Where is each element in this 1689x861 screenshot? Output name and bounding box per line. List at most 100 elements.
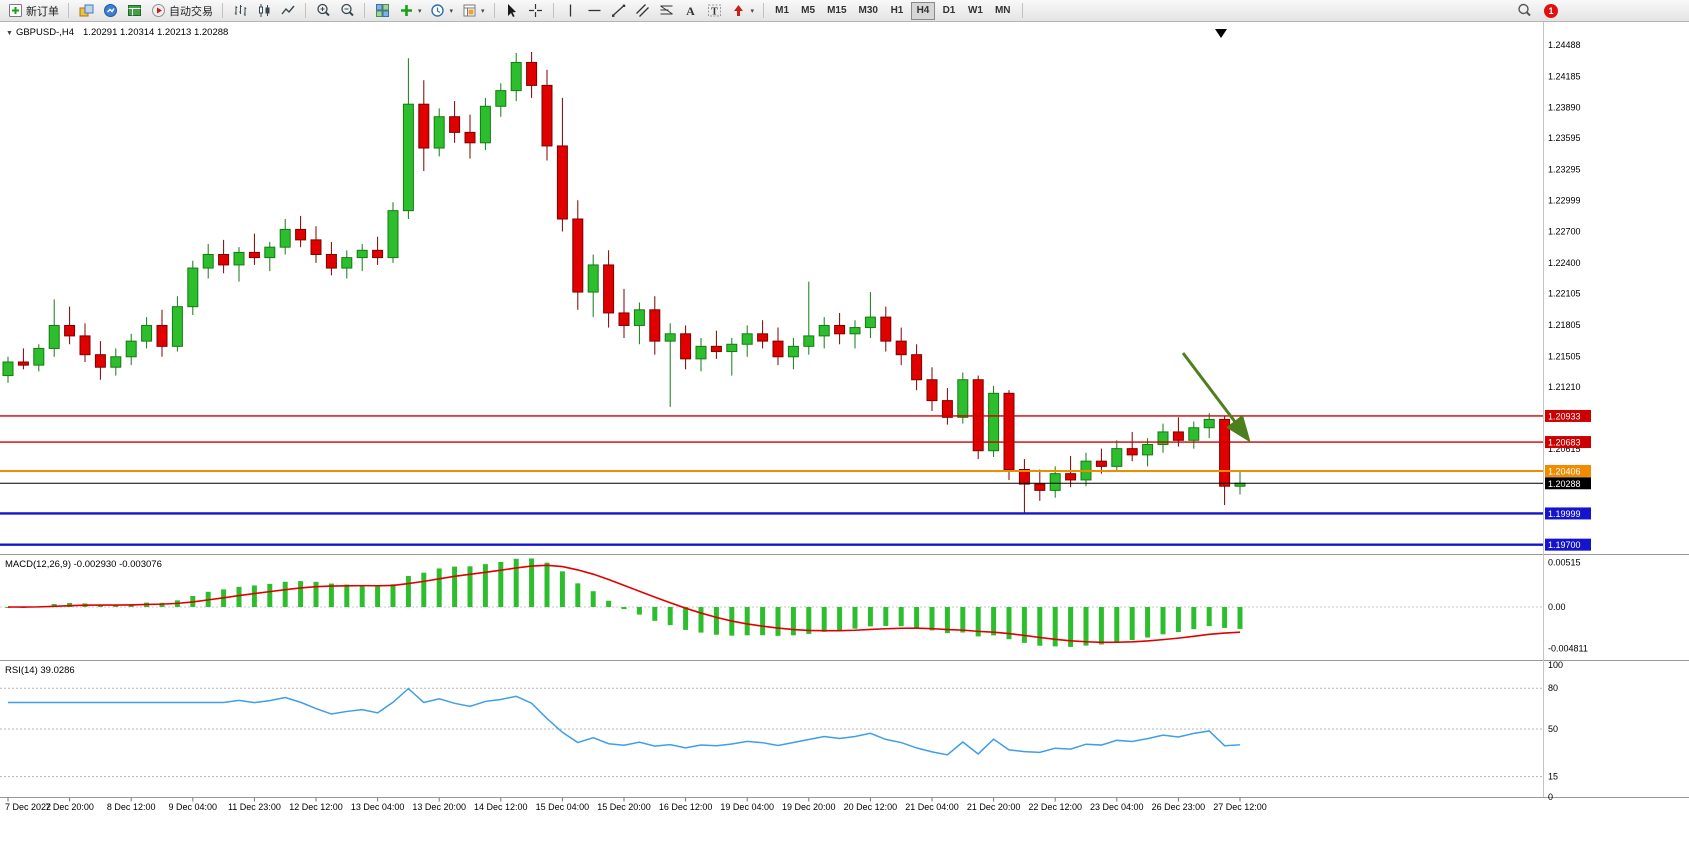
svg-text:9 Dec 04:00: 9 Dec 04:00 [169,802,218,812]
toolbar-right-group: 1 [1512,0,1558,21]
svg-text:21 Dec 20:00: 21 Dec 20:00 [967,802,1021,812]
chevron-down-icon: ▾ [418,7,422,15]
timeframe-h4[interactable]: H4 [910,1,935,20]
toolbar: 新订单 自动交易 [0,0,1689,22]
toolbar-separator [364,3,365,18]
vertical-line-icon [563,3,579,19]
search-icon [1516,3,1532,19]
periods-button[interactable]: ▾ [426,1,458,21]
channel-button[interactable] [631,1,655,21]
line-chart-icon [280,3,296,19]
trendline-button[interactable] [607,1,631,21]
arrows-tool-button[interactable]: ▾ [727,1,759,21]
charts-icon [78,3,94,19]
templates-button[interactable]: ▾ [457,1,489,21]
svg-text:11 Dec 23:00: 11 Dec 23:00 [228,802,281,812]
svg-text:1.22105: 1.22105 [1548,289,1581,299]
svg-text:19 Dec 20:00: 19 Dec 20:00 [782,802,836,812]
svg-text:13 Dec 20:00: 13 Dec 20:00 [412,802,466,812]
timeframe-mn[interactable]: MN [990,2,1016,20]
svg-text:15: 15 [1548,772,1558,782]
bar-chart-button[interactable] [228,1,252,21]
svg-text:1.23890: 1.23890 [1548,102,1581,112]
crosshair-button[interactable] [524,1,548,21]
timeframe-w1[interactable]: W1 [963,2,988,20]
text-icon: A [683,3,699,19]
svg-text:100: 100 [1548,660,1563,670]
text-tool-button[interactable]: A [679,1,703,21]
charts-button[interactable] [74,1,98,21]
vertical-line-button[interactable] [559,1,583,21]
svg-text:16 Dec 12:00: 16 Dec 12:00 [659,802,713,812]
symbol-label: GBPUSD-,H4 [15,27,75,38]
rsi-value: 39.0286 [40,665,75,676]
tile-windows-button[interactable] [370,1,394,21]
svg-text:1.22400: 1.22400 [1548,258,1581,268]
svg-text:50: 50 [1548,724,1558,734]
timeframe-group: M1 M5 M15 M30 H1 H4 D1 W1 MN [769,1,1016,20]
macd-name: MACD(12,26,9) [5,559,71,570]
svg-text:1.20933: 1.20933 [1548,411,1581,421]
horizontal-line-button[interactable] [583,1,607,21]
zoom-in-button[interactable] [311,1,335,21]
macd-values: -0.002930 -0.003076 [73,559,162,570]
toolbar-separator [763,3,765,18]
timeframe-m5[interactable]: M5 [796,2,820,20]
toolbar-separator [493,3,495,18]
svg-text:8 Dec 12:00: 8 Dec 12:00 [107,802,156,812]
ohlc-values: 1.20291 1.20314 1.20213 1.20288 [83,27,229,38]
collapse-triangle-icon[interactable]: ▼ [6,30,13,37]
price-chart-canvas[interactable]: 1.24488 1.24185 1.23890 1.23595 1.23295 1.229… [0,22,1689,861]
timeframe-d1[interactable]: D1 [937,2,961,20]
trendline-icon [611,3,627,19]
svg-text:26 Dec 23:00: 26 Dec 23:00 [1152,802,1206,812]
svg-text:1.19999: 1.19999 [1548,509,1581,519]
timeframe-m30[interactable]: M30 [854,2,883,20]
svg-text:1.19700: 1.19700 [1548,540,1581,550]
fibonacci-button[interactable] [655,1,679,21]
autotrading-button[interactable]: 自动交易 [146,1,217,21]
chevron-down-icon: ▾ [449,7,454,15]
chart-window: 1.24488 1.24185 1.23890 1.23595 1.23295 1.229… [0,22,1689,861]
new-order-icon [7,3,23,19]
notification-badge[interactable]: 1 [1544,3,1558,18]
timeframe-m15[interactable]: M15 [822,2,851,20]
chevron-down-icon: ▾ [481,7,485,15]
timeframe-h1[interactable]: H1 [885,2,909,20]
new-order-label: 新订单 [26,5,59,18]
svg-text:12 Dec 12:00: 12 Dec 12:00 [289,802,343,812]
cursor-button[interactable] [500,1,524,21]
search-button[interactable] [1512,1,1536,21]
svg-text:23 Dec 04:00: 23 Dec 04:00 [1090,802,1144,812]
svg-text:0.00: 0.00 [1548,602,1566,612]
macd-indicator-label: MACD(12,26,9) -0.002930 -0.003076 [5,559,162,570]
market-watch-button[interactable] [98,1,122,21]
new-order-button[interactable]: 新订单 [3,1,63,21]
autotrading-label: 自动交易 [169,5,213,18]
svg-text:20 Dec 12:00: 20 Dec 12:00 [844,802,898,812]
timeframe-m1[interactable]: M1 [770,2,794,20]
candlestick-chart-button[interactable] [252,1,276,21]
terminal-icon [126,3,142,19]
indicators-button[interactable]: ▾ [394,1,426,21]
svg-text:15 Dec 20:00: 15 Dec 20:00 [597,802,651,812]
fibonacci-icon [659,3,675,19]
chart-symbol-header: ▼ GBPUSD-,H4 1.20291 1.20314 1.20213 1.202… [6,27,228,38]
line-chart-button[interactable] [276,1,300,21]
crosshair-icon [528,3,544,19]
zoom-out-button[interactable] [335,1,359,21]
zoom-out-icon [339,3,355,19]
svg-text:0: 0 [1548,792,1553,802]
svg-text:1.20406: 1.20406 [1548,466,1581,476]
text-label-button[interactable]: T [703,1,727,21]
rsi-name: RSI(14) [5,665,38,676]
svg-text:21 Dec 04:00: 21 Dec 04:00 [905,802,959,812]
svg-text:1.22700: 1.22700 [1548,227,1581,237]
svg-text:27 Dec 12:00: 27 Dec 12:00 [1213,802,1267,812]
svg-text:T: T [711,7,718,18]
terminal-button[interactable] [122,1,146,21]
toolbar-separator [68,3,69,18]
svg-text:1.22999: 1.22999 [1548,195,1581,205]
svg-text:7 Dec 2022: 7 Dec 2022 [5,802,51,812]
